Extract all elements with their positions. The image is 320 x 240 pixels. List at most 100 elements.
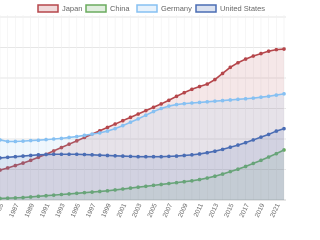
point [151,154,156,159]
point [197,152,202,156]
x-tick-label: 2021 [269,202,282,218]
legend-label: United States [220,4,265,13]
point [167,181,171,186]
point [59,192,64,197]
point [243,57,248,61]
point [59,136,64,141]
point [13,154,18,159]
point [220,147,225,152]
x-tick-label: 2019 [254,202,267,218]
point [220,71,225,76]
point [174,180,179,185]
point [44,152,48,157]
point [67,152,71,157]
point [167,154,171,159]
point [151,109,156,114]
legend-swatch [195,4,217,13]
point [282,148,286,152]
point [21,195,25,200]
point [213,149,217,153]
point [282,92,286,96]
point [0,156,2,160]
point [136,185,140,189]
point [159,102,163,106]
point [259,158,263,163]
point [28,195,33,199]
x-tick-label: 1995 [70,202,83,218]
point [28,138,33,143]
point [44,193,48,198]
point [251,96,256,100]
x-tick-label: 2005 [146,202,159,218]
point [167,104,171,108]
point [5,166,10,170]
point [13,163,18,168]
point [251,161,256,166]
point [97,189,102,194]
point [159,182,163,187]
point [228,145,233,150]
point [0,196,2,201]
x-tick-label: 2003 [131,202,144,218]
point [121,187,125,191]
point [128,186,133,190]
point [213,174,217,179]
point [251,138,256,142]
point [59,152,64,157]
point [21,139,25,143]
point [74,152,79,157]
legend-label: Japan [62,4,82,13]
point [197,100,202,105]
point [174,102,179,107]
point [13,139,18,144]
point [159,106,163,111]
point [51,149,56,153]
point [182,101,187,106]
point [67,192,71,196]
point [251,54,256,58]
point [174,94,179,99]
legend-label: Germany [161,4,192,13]
x-tick-label: 1991 [39,202,52,218]
area [0,128,284,200]
point [151,183,156,188]
point [0,168,2,172]
point [274,93,279,97]
point [90,132,94,136]
point [220,98,225,103]
point [144,113,148,118]
point [274,151,279,156]
point [28,158,33,163]
point [174,154,179,158]
point [205,176,210,180]
point [190,178,194,183]
point [236,97,240,102]
point [59,145,64,150]
point [205,99,210,104]
legend-swatch [136,4,158,13]
point [121,118,125,123]
point [228,98,233,102]
point [82,152,87,157]
point [67,142,71,146]
point [205,82,210,86]
point [28,153,33,158]
point [243,140,248,145]
point [197,84,202,89]
x-tick-label: 1989 [24,202,37,218]
point [144,184,148,189]
legend-label: China [110,4,130,13]
point [228,169,233,174]
point [128,154,133,159]
point [74,134,79,139]
point [274,47,279,52]
point [282,126,286,131]
x-tick-label: 1987 [8,202,21,218]
point [90,190,94,194]
point [205,150,210,155]
point [144,154,148,159]
point [113,153,117,158]
point [5,139,10,144]
point [151,105,156,110]
x-tick-label: 2001 [116,202,129,218]
